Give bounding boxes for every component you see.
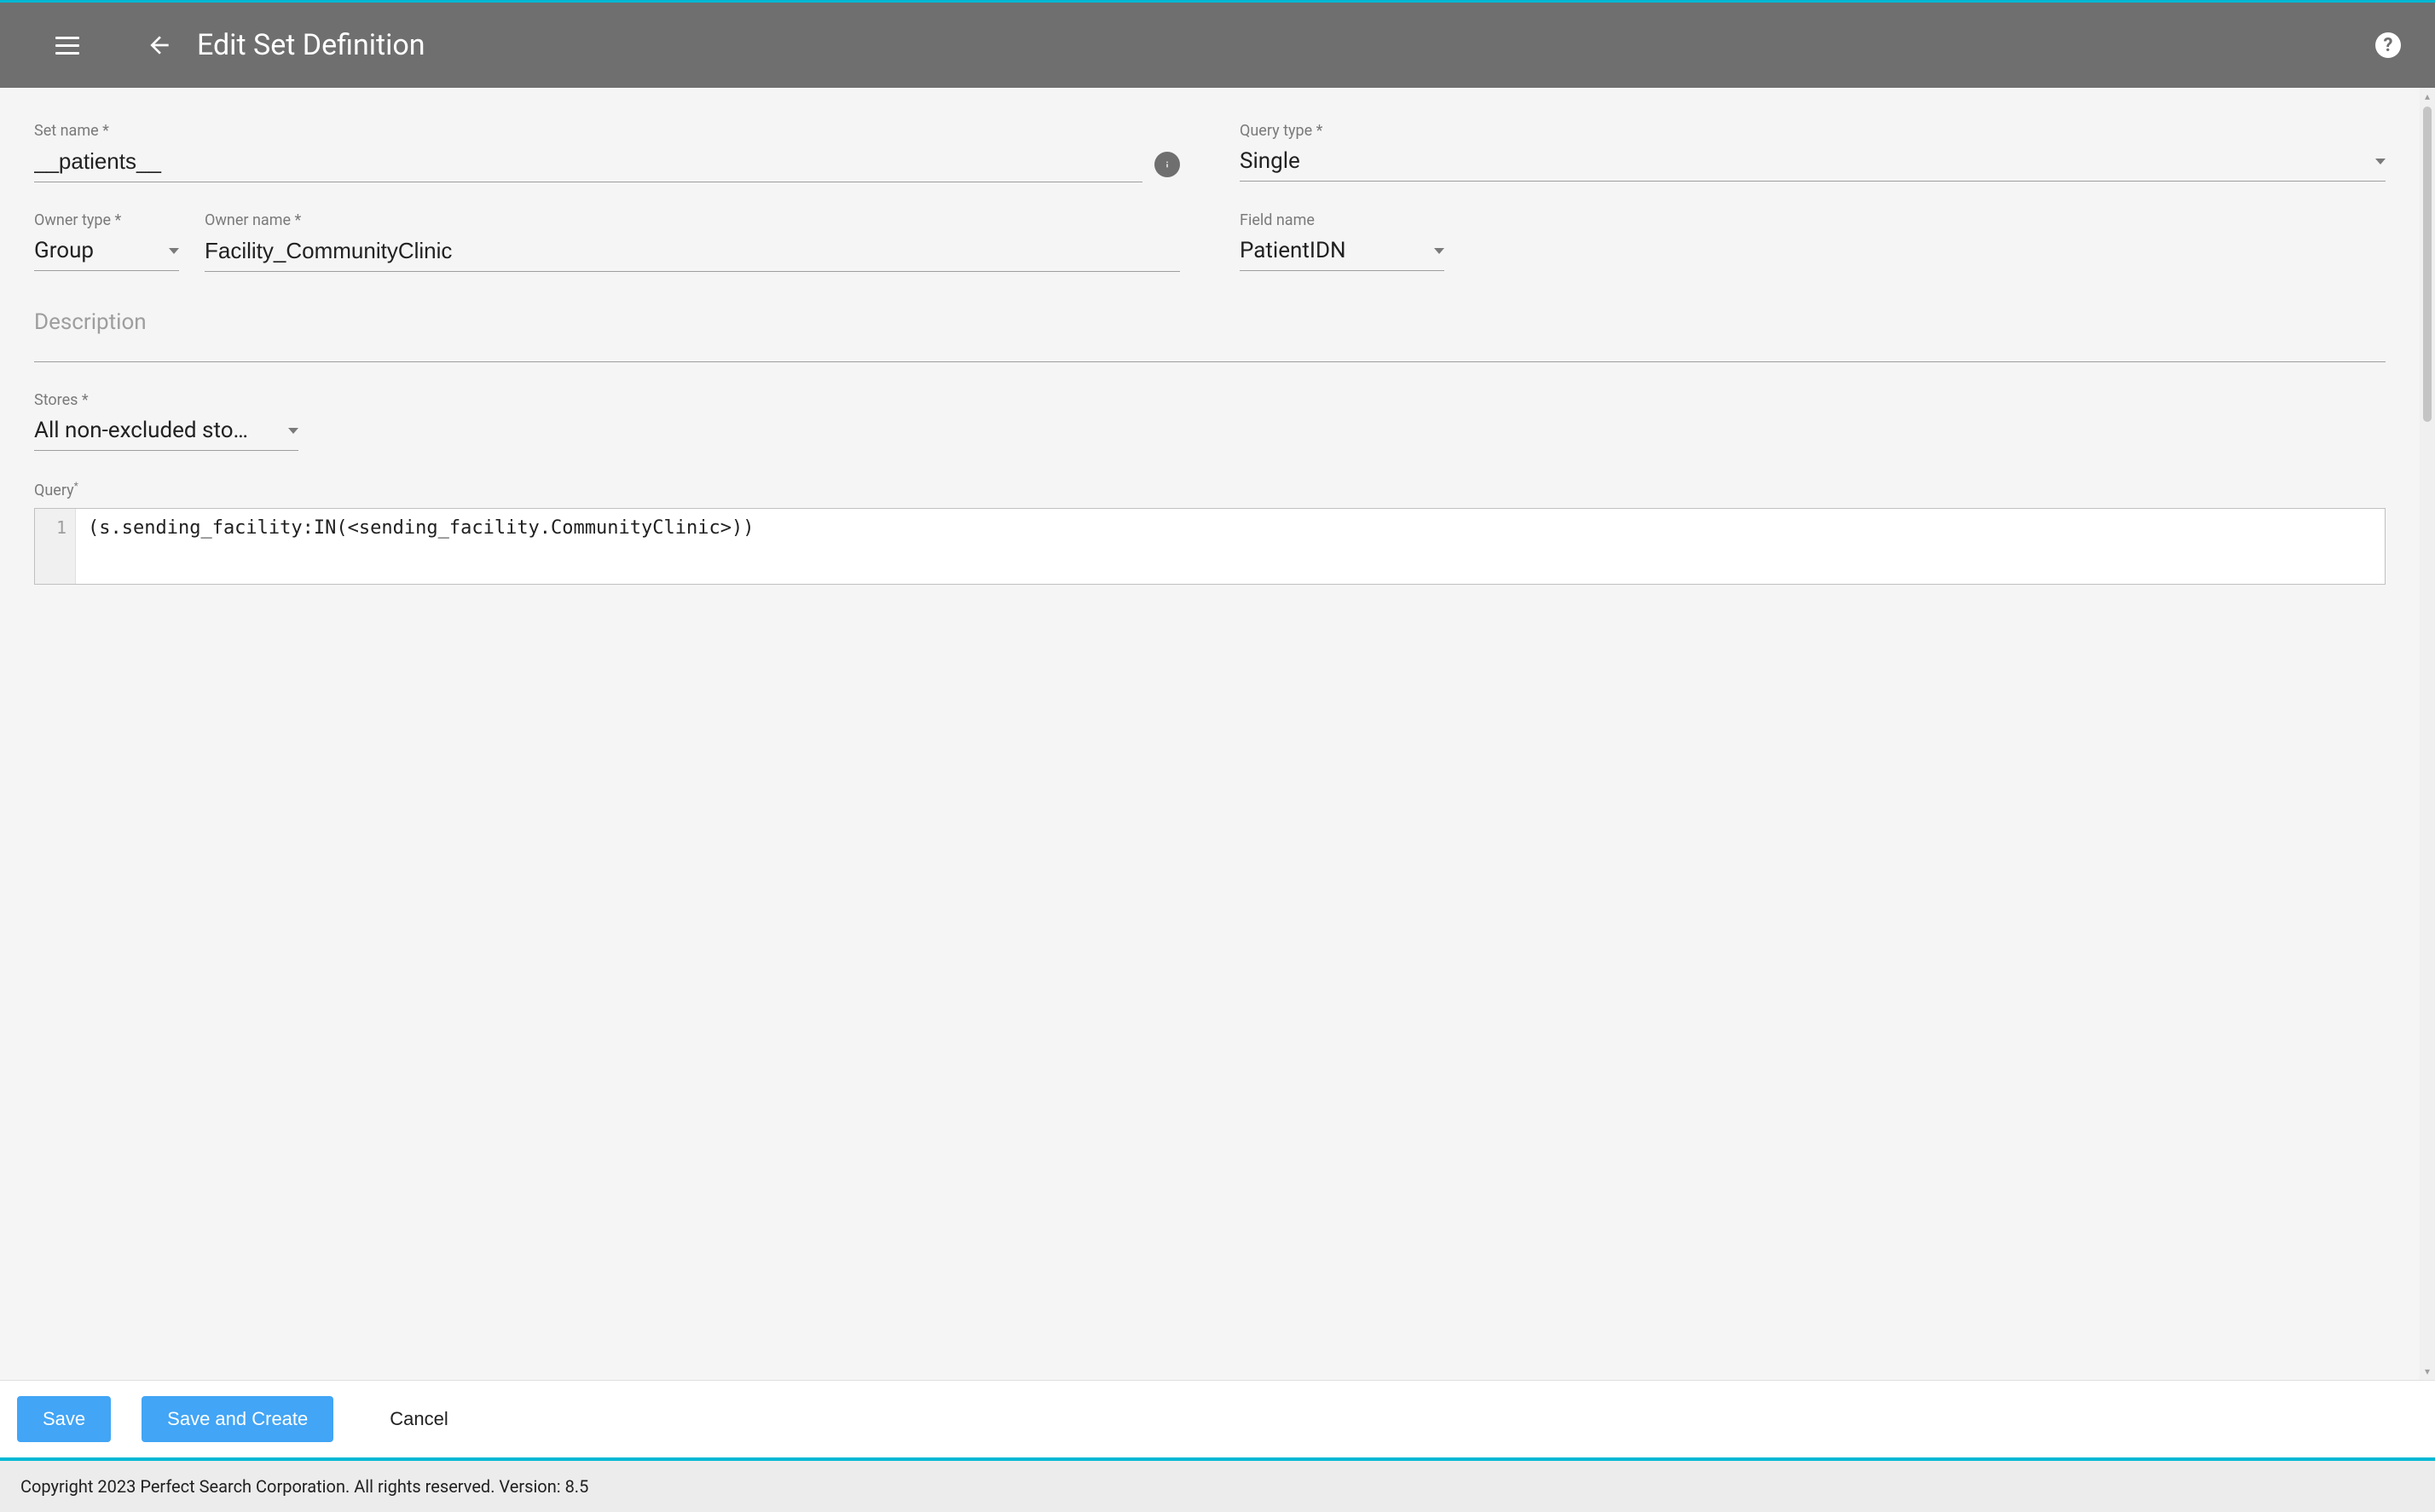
field-name-value: PatientIDN: [1240, 238, 1424, 263]
query-label: Query*: [34, 482, 78, 499]
set-name-label: Set name *: [34, 122, 1142, 140]
menu-icon[interactable]: [47, 25, 88, 66]
query-type-label: Query type *: [1240, 122, 2386, 140]
query-type-value: Single: [1240, 148, 2365, 174]
app-header: Edit Set Definition ?: [0, 3, 2435, 88]
stores-label: Stores *: [34, 391, 298, 409]
description-input[interactable]: [34, 340, 2386, 362]
set-name-info-icon[interactable]: [1154, 152, 1180, 177]
field-name-label: Field name: [1240, 211, 1444, 229]
owner-type-value: Group: [34, 238, 159, 263]
query-type-select[interactable]: Single: [1240, 145, 2386, 182]
page-title: Edit Set Definition: [197, 28, 425, 62]
save-button[interactable]: Save: [17, 1396, 111, 1442]
scroll-up-icon: ▴: [2420, 88, 2435, 105]
stores-select[interactable]: All non-excluded sto…: [34, 414, 298, 451]
chevron-down-icon: [2375, 159, 2386, 164]
owner-type-label: Owner type *: [34, 211, 179, 229]
action-bar: Save Save and Create Cancel: [0, 1380, 2435, 1457]
owner-type-select[interactable]: Group: [34, 234, 179, 271]
scroll-thumb[interactable]: [2423, 107, 2432, 422]
chevron-down-icon: [169, 248, 179, 254]
query-editor[interactable]: 1 (s.sending_facility:IN(<sending_facili…: [34, 508, 2386, 585]
field-name-select[interactable]: PatientIDN: [1240, 234, 1444, 271]
stores-value: All non-excluded sto…: [34, 418, 278, 443]
chevron-down-icon: [1434, 248, 1444, 254]
save-and-create-button[interactable]: Save and Create: [142, 1396, 333, 1442]
set-name-input[interactable]: [34, 145, 1142, 182]
back-button[interactable]: [139, 25, 180, 66]
footer-text: Copyright 2023 Perfect Search Corporatio…: [0, 1461, 2435, 1512]
code-gutter: 1: [35, 509, 76, 584]
help-icon[interactable]: ?: [2375, 32, 2401, 58]
description-label: Description: [34, 309, 2386, 335]
cancel-button[interactable]: Cancel: [364, 1396, 473, 1442]
chevron-down-icon: [288, 428, 298, 434]
form-content: Set name * Query type * Single Owner typ…: [0, 88, 2420, 1380]
query-code: (s.sending_facility:IN(<sending_facility…: [76, 509, 2385, 584]
vertical-scrollbar[interactable]: ▴ ▾: [2420, 88, 2435, 1380]
owner-name-label: Owner name *: [205, 211, 1180, 229]
scroll-down-icon: ▾: [2420, 1363, 2435, 1380]
owner-name-input[interactable]: [205, 234, 1180, 272]
